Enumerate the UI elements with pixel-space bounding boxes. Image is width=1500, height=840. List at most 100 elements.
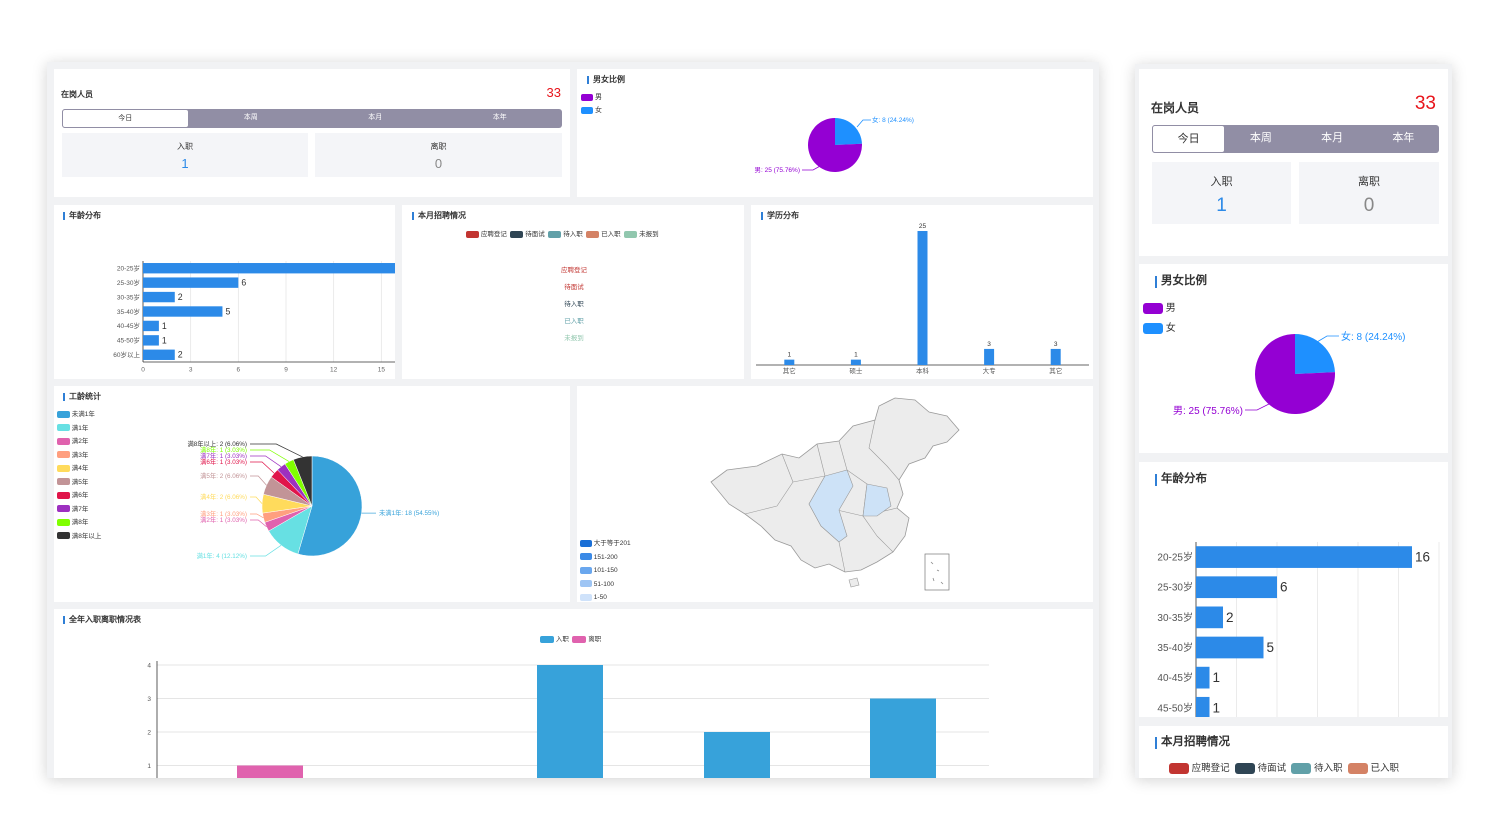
seniority-legend-item[interactable]: 满8年以上	[57, 530, 101, 544]
yearly-y-tick: 2	[147, 730, 151, 737]
age-x-tick: 3	[189, 367, 193, 374]
seniority-label-line	[250, 519, 267, 528]
age-bar	[143, 349, 175, 360]
seniority-data-label: 满8年: 1 (3.03%)	[200, 445, 247, 454]
edu-data-label: 3	[987, 341, 991, 348]
age-category-label: 40-45岁	[117, 321, 140, 330]
china-map[interactable]	[577, 386, 1093, 602]
seniority-legend-label: 满1年	[70, 424, 89, 432]
age-bar	[143, 263, 395, 274]
seniority-legend-item[interactable]: 满6年	[57, 489, 101, 503]
recruit-legend-item-3[interactable]: 已入职	[586, 230, 621, 238]
entry-label: 入职	[177, 142, 193, 151]
m-leave-stat: 离职 0	[1299, 162, 1439, 224]
seniority-label-line	[250, 455, 282, 467]
age-bar	[1196, 696, 1210, 717]
seniority-legend-label: 满3年	[70, 451, 89, 459]
recruit-legend-item-1[interactable]: 待面试	[510, 230, 545, 238]
seniority-legend-item[interactable]: 未满1年	[57, 408, 101, 422]
m-tab-week[interactable]: 本周	[1249, 132, 1272, 144]
age-bar	[1196, 666, 1210, 689]
gender-legend-male[interactable]: 男	[581, 92, 602, 102]
m-leave-label: 离职	[1358, 176, 1380, 188]
seniority-legend-item[interactable]: 满8年	[57, 516, 101, 530]
age-data-label: 1	[1213, 700, 1221, 715]
tab-month[interactable]: 本月	[368, 114, 383, 121]
yearly-legend-leave[interactable]: 离职	[572, 635, 601, 643]
seniority-pie-chart: 未满1年: 18 (54.55%) 满1年: 4 (12.12%) 满2年: 1 (…	[188, 439, 440, 560]
gender-legend-male-label: 男	[594, 94, 602, 101]
m-tab-year[interactable]: 本年	[1392, 132, 1415, 144]
tab-today[interactable]: 今日	[62, 109, 189, 128]
tab-week[interactable]: 本周	[243, 114, 258, 121]
seniority-data-label: 满3年: 1 (3.03%)	[200, 509, 247, 518]
m-gender-legend-female[interactable]: 女	[1143, 319, 1176, 334]
seniority-legend-item[interactable]: 满1年	[57, 422, 101, 436]
age-x-tick: 15	[378, 367, 386, 374]
m-period-tabs: 今日 本周 本月 本年	[1152, 125, 1439, 153]
age-data-label: 6	[1280, 580, 1288, 595]
m-entry-label: 入职	[1210, 176, 1233, 188]
seniority-legend-item[interactable]: 满7年	[57, 503, 101, 517]
seniority-card: 工龄统计 未满1年 满1年 满2年 满3年 满4年 满5年 满6年 满7年 满8…	[54, 386, 570, 602]
m-onjob-card: 在岗人员 33 今日 本周 本月 本年 入职 1 离职 0	[1139, 69, 1448, 256]
m-onjob-title: 在岗人员	[1151, 101, 1200, 115]
edu-data-label: 1	[854, 352, 858, 359]
age-category-label: 45-50岁	[117, 336, 140, 345]
m-recruit-legend-item-2[interactable]: 待入职	[1291, 762, 1343, 774]
age-data-label: 5	[1267, 640, 1275, 655]
seniority-legend-item[interactable]: 满4年	[57, 462, 101, 476]
m-tab-month[interactable]: 本月	[1321, 132, 1344, 144]
map-legend-item[interactable]: 151-200	[580, 551, 631, 565]
map-legend-item[interactable]: 大于等于201	[580, 537, 631, 551]
recruit-legend-item-2[interactable]: 待入职	[548, 230, 583, 238]
gender-slice-male	[808, 118, 862, 172]
map-legend-item[interactable]: 51-100	[580, 578, 631, 592]
map-legend-item[interactable]: 1-50	[580, 591, 631, 602]
seniority-legend-label: 未满1年	[70, 411, 95, 418]
education-card: 学历分布 1 其它 1 硕士 25 本科 3 大专 3 其它	[751, 205, 1093, 379]
map-inset-frame	[924, 553, 950, 591]
edu-data-label: 25	[919, 223, 927, 230]
recruit-label-2: 待入职	[564, 301, 584, 308]
map-inset-islands	[930, 561, 944, 585]
gender-slice-female	[1295, 334, 1335, 374]
m-gender-pie-chart: 女: 8 (24.24%) 男: 25 (75.76%)	[1173, 330, 1406, 417]
age-category-label: 25-30岁	[117, 278, 140, 287]
recruit-label-3: 已入职	[564, 318, 584, 325]
m-tab-today[interactable]: 今日	[1152, 125, 1226, 153]
map-legend-label: 1-50	[592, 594, 607, 601]
age-x-tick: 9	[284, 367, 288, 374]
age-category-label: 35-40岁	[1157, 641, 1193, 654]
recruit-legend-item-0[interactable]: 应聘登记	[466, 230, 507, 238]
edu-bar	[784, 359, 795, 365]
age-data-label: 2	[1226, 610, 1234, 625]
m-gender-legend-male[interactable]: 男	[1143, 299, 1176, 314]
tab-year[interactable]: 本年	[492, 114, 507, 121]
seniority-title: 工龄统计	[63, 393, 101, 401]
age-bar	[1196, 636, 1264, 659]
seniority-data-label: 满7年: 1 (3.03%)	[200, 451, 247, 460]
seniority-legend-swatch	[57, 464, 70, 472]
map-region-highlight-2	[862, 483, 892, 517]
recruit-legend-item-4[interactable]: 未报到	[624, 230, 659, 238]
map-legend-label: 151-200	[592, 553, 618, 561]
gender-label-line-female	[1316, 335, 1339, 343]
onjob-title: 在岗人员	[61, 90, 93, 99]
seniority-data-label: 满6年: 1 (3.03%)	[200, 457, 247, 466]
m-recruit-title: 本月招聘情况	[1155, 736, 1230, 749]
edu-category-label: 本科	[916, 366, 930, 375]
m-recruit-legend-item-1[interactable]: 待面试	[1234, 762, 1286, 774]
age-category-label: 20-25岁	[1157, 551, 1193, 564]
recruit-legend: 应聘登记 待面试 待入职 已入职 未报到	[466, 228, 659, 238]
seniority-legend-item[interactable]: 满5年	[57, 476, 101, 490]
seniority-legend-item[interactable]: 满3年	[57, 449, 101, 463]
map-legend-item[interactable]: 101-150	[580, 564, 631, 578]
edu-category-label: 其它	[1049, 366, 1062, 375]
m-recruit-legend-item-3[interactable]: 已入职	[1347, 762, 1399, 774]
yearly-legend-entry[interactable]: 入职	[540, 635, 569, 643]
seniority-legend-item[interactable]: 满2年	[57, 435, 101, 449]
gender-legend-female[interactable]: 女	[581, 105, 602, 115]
m-recruit-legend-item-0[interactable]: 应聘登记	[1169, 762, 1230, 774]
m-entry-value: 1	[1216, 195, 1227, 216]
